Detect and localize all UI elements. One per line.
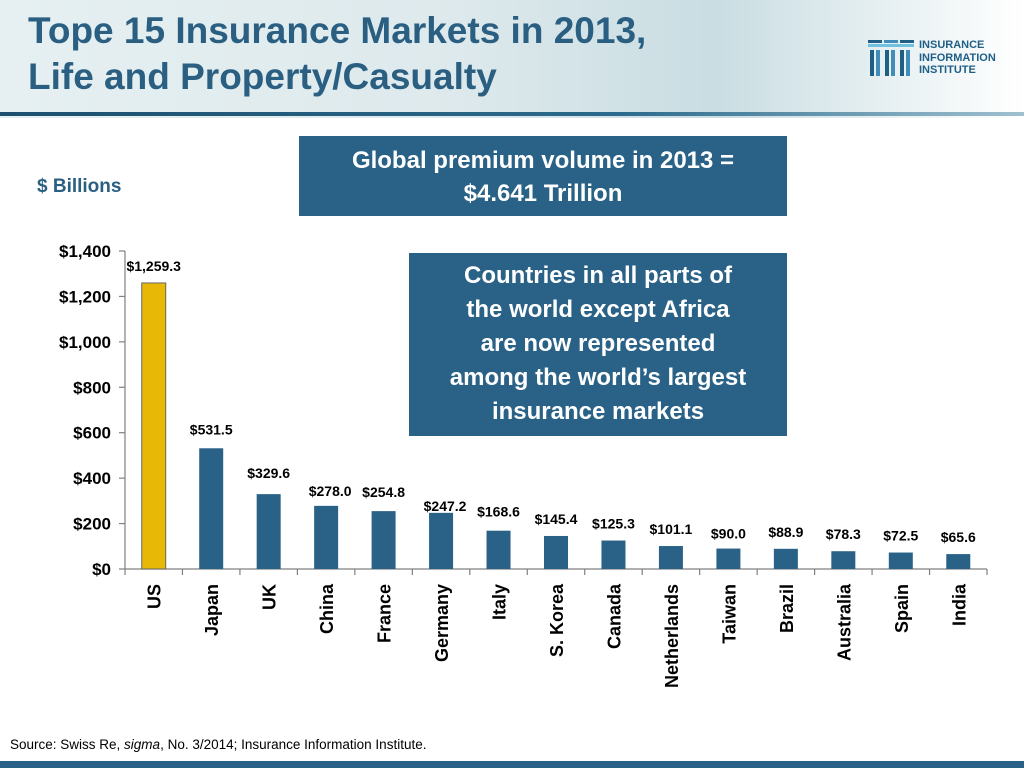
category-label: Canada: [604, 583, 624, 649]
y-tick-label: $800: [73, 378, 111, 397]
bar-india: [946, 554, 971, 569]
bar-uk: [256, 494, 281, 569]
data-label: $145.4: [535, 511, 578, 527]
bar-taiwan: [716, 548, 741, 569]
y-tick-label: $1,400: [59, 242, 111, 261]
regions-callout: Countries in all parts of the world exce…: [409, 253, 787, 436]
source-italic: sigma: [124, 737, 161, 752]
title-line-1: Tope 15 Insurance Markets in 2013,: [28, 10, 647, 51]
source-suffix: , No. 3/2014; Insurance Information Inst…: [160, 737, 427, 752]
title-line-2: Life and Property/Casualty: [28, 56, 497, 97]
category-label: Australia: [834, 583, 854, 661]
category-label: Spain: [892, 584, 912, 633]
data-label: $1,259.3: [126, 258, 181, 274]
bar-canada: [601, 540, 626, 569]
data-label: $329.6: [247, 465, 290, 481]
y-tick-label: $200: [73, 515, 111, 534]
category-label: Germany: [432, 584, 452, 662]
bar-chart: $0 $200 $400 $600 $800 $1,000 $1,200 $1,400 $1,2…: [59, 242, 988, 688]
data-label: $90.0: [711, 526, 746, 542]
header-band: [0, 0, 1024, 118]
category-label: UK: [260, 584, 280, 610]
callout-mid-line-3: are now represented: [480, 330, 716, 357]
y-tick-label: $400: [73, 469, 111, 488]
data-label: $88.9: [768, 524, 803, 540]
bar-netherlands: [658, 546, 683, 569]
data-label: $531.5: [190, 421, 233, 437]
callout-mid-line-5: insurance markets: [491, 398, 705, 425]
source-prefix: Source: Swiss Re,: [10, 737, 125, 752]
category-label: Brazil: [777, 584, 797, 633]
bar-france: [371, 511, 396, 569]
bar-germany: [429, 512, 454, 569]
bar-italy: [486, 530, 511, 569]
category-label: Taiwan: [719, 584, 739, 644]
bar-s-korea: [544, 535, 568, 569]
data-label: $65.6: [941, 529, 976, 545]
callout-mid-line-1: Countries in all parts of: [463, 262, 733, 289]
page-title: Tope 15 Insurance Markets in 2013, Life …: [28, 8, 828, 100]
data-label: $125.3: [592, 516, 635, 532]
data-label: $72.5: [883, 528, 918, 544]
callout-mid-line-4: among the world’s largest: [449, 364, 747, 391]
bar-japan: [199, 448, 224, 569]
bar-us: [141, 282, 167, 570]
iii-logo-icon: [868, 40, 914, 76]
global-premium-callout: Global premium volume in 2013 = $4.641 T…: [299, 136, 787, 216]
data-label: $78.3: [826, 526, 861, 542]
callout-top-line-1: Global premium volume in 2013 =: [351, 147, 735, 174]
category-label: S. Korea: [547, 583, 567, 657]
logo-line-1: INSURANCE: [919, 39, 985, 51]
logo-line-3: INSTITUTE: [919, 64, 976, 76]
data-label: $101.1: [650, 521, 693, 537]
data-label: $247.2: [424, 498, 467, 514]
callout-mid-line-2: the world except Africa: [466, 296, 730, 323]
header-divider: [0, 112, 1024, 116]
category-label: Italy: [490, 584, 510, 620]
data-label: $254.8: [362, 484, 405, 500]
bar-china: [314, 505, 339, 569]
data-label: $278.0: [309, 483, 352, 499]
source-note: Source: Swiss Re, sigma, No. 3/2014; Ins…: [10, 737, 426, 752]
logo-text: INSURANCE INFORMATION INSTITUTE: [919, 39, 996, 77]
units-label: $ Billions: [37, 176, 122, 197]
data-label: $168.6: [477, 504, 520, 520]
y-tick-label: $0: [92, 560, 111, 579]
iii-logo: INSURANCE INFORMATION INSTITUTE: [868, 36, 1018, 80]
category-label: China: [317, 583, 337, 634]
bar-australia: [831, 551, 856, 569]
bar-brazil: [773, 548, 798, 569]
callout-top-line-2: $4.641 Trillion: [463, 180, 623, 207]
y-tick-label: $1,000: [59, 333, 111, 352]
category-label: US: [145, 584, 165, 609]
category-label: France: [375, 584, 395, 643]
bar-spain: [888, 552, 913, 569]
y-tick-label: $600: [73, 424, 111, 443]
category-label: Japan: [202, 584, 222, 636]
y-tick-label: $1,200: [59, 287, 111, 306]
logo-line-2: INFORMATION: [919, 51, 996, 64]
footer-bar: [0, 761, 1024, 768]
category-label: India: [949, 583, 969, 626]
category-label: Netherlands: [662, 584, 682, 688]
